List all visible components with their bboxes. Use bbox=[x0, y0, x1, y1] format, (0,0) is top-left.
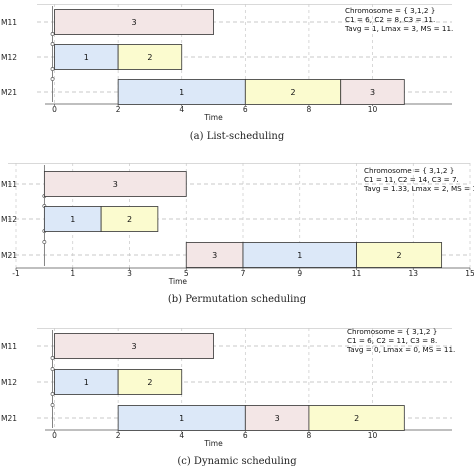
marker-dot bbox=[50, 403, 55, 407]
x-tick-label: 7 bbox=[241, 269, 246, 278]
marker-dot bbox=[50, 42, 55, 46]
operation-bar-m21-job-1 bbox=[117, 405, 246, 431]
operation-label: 1 bbox=[297, 251, 302, 260]
x-tick-label: 4 bbox=[179, 105, 184, 114]
x-axis-label: Time bbox=[203, 439, 223, 448]
schedule-info-line: Chromosome = { 3,1,2 } bbox=[345, 6, 435, 15]
marker-dot bbox=[50, 367, 55, 371]
operation-label: 1 bbox=[179, 88, 184, 97]
panel-caption: (b) Permutation scheduling bbox=[168, 294, 307, 305]
operation-bar-m12-job-1 bbox=[43, 206, 102, 232]
operation-label: 3 bbox=[131, 342, 136, 351]
x-axis-label: Time bbox=[203, 113, 223, 122]
schedule-info-line: Tavg = 0, Lmax = 0, MS = 11. bbox=[346, 345, 455, 354]
operation-bar-m11-job-3 bbox=[43, 171, 187, 197]
row-label-m11: M11 bbox=[1, 342, 17, 351]
row-label-m21: M21 bbox=[1, 88, 17, 97]
row-label-m21: M21 bbox=[1, 414, 17, 423]
operation-label: 3 bbox=[131, 18, 136, 27]
operation-label: 1 bbox=[84, 53, 89, 62]
operation-bar-m11-job-3 bbox=[54, 9, 214, 35]
operation-label: 1 bbox=[84, 378, 89, 387]
x-tick-label: 8 bbox=[307, 431, 312, 440]
marker-dot bbox=[50, 67, 55, 71]
x-tick-label: -1 bbox=[12, 269, 20, 278]
x-tick-label: 10 bbox=[368, 431, 378, 440]
operation-bar-m12-job-2 bbox=[117, 44, 183, 70]
x-axis-label: Time bbox=[168, 277, 188, 286]
marker-dot bbox=[50, 77, 55, 81]
operation-label: 3 bbox=[212, 251, 217, 260]
operation-label: 2 bbox=[147, 53, 152, 62]
operation-bar-m21-job-3 bbox=[340, 79, 405, 105]
operation-label: 2 bbox=[147, 378, 152, 387]
operation-label: 3 bbox=[370, 88, 375, 97]
operation-label: 2 bbox=[354, 414, 359, 423]
operation-bar-m21-job-1 bbox=[117, 79, 246, 105]
marker-dot bbox=[50, 356, 55, 360]
row-label-m21: M21 bbox=[1, 251, 17, 260]
marker-dot bbox=[42, 240, 47, 244]
operation-bar-m21-job-2 bbox=[244, 79, 342, 105]
panel-3: 3 1 2 1 3 2 M11 M12 M21 0 2 4 6 8 10 Time Chromosome = {… bbox=[1, 327, 455, 467]
x-tick-label: 0 bbox=[52, 431, 57, 440]
panel-caption: (a) List-scheduling bbox=[190, 131, 285, 142]
schedule-info-line: C1 = 6, C2 = 8, C3 = 11. bbox=[345, 15, 435, 24]
marker-dot bbox=[50, 392, 55, 396]
x-tick-label: 6 bbox=[243, 105, 248, 114]
row-label-m11: M11 bbox=[1, 18, 17, 27]
operation-bar-m11-job-3 bbox=[54, 333, 214, 359]
x-tick-label: 1 bbox=[70, 269, 75, 278]
operation-label: 1 bbox=[70, 215, 75, 224]
x-tick-label: 0 bbox=[52, 105, 57, 114]
operation-bar-m12-job-2 bbox=[100, 206, 159, 232]
operation-label: 3 bbox=[113, 180, 118, 189]
schedule-info-line: Chromosome = { 3,1,2 } bbox=[347, 327, 437, 336]
row-label-m12: M12 bbox=[1, 53, 17, 62]
operation-bar-m21-job-2 bbox=[356, 242, 443, 268]
x-tick-label: 13 bbox=[408, 269, 418, 278]
x-tick-label: 2 bbox=[116, 431, 121, 440]
x-tick-label: 8 bbox=[307, 105, 312, 114]
operation-bar-m12-job-1 bbox=[54, 369, 119, 395]
panel-1: 3 1 2 1 2 3 M11 M12 M21 0 2 4 6 8 10 Time Chromosome = {… bbox=[1, 4, 453, 142]
schedule-info-line: Tavg = 1, Lmax = 3, MS = 11. bbox=[344, 24, 453, 33]
schedule-info-line: Tavg = 1.33, Lmax = 2, MS = 14. bbox=[363, 184, 474, 193]
x-tick-label: 10 bbox=[368, 105, 378, 114]
row-label-m12: M12 bbox=[1, 378, 17, 387]
x-tick-label: 6 bbox=[243, 431, 248, 440]
operation-label: 2 bbox=[397, 251, 402, 260]
x-tick-label: 11 bbox=[352, 269, 362, 278]
x-tick-label: 9 bbox=[297, 269, 302, 278]
schedule-info-line: C1 = 11, C2 = 14, C3 = 7. bbox=[364, 175, 459, 184]
operation-label: 3 bbox=[275, 414, 280, 423]
row-label-m12: M12 bbox=[1, 215, 17, 224]
x-tick-label: 2 bbox=[116, 105, 121, 114]
x-tick-label: 5 bbox=[184, 269, 189, 278]
panel-caption: (c) Dynamic scheduling bbox=[177, 456, 297, 467]
operation-bar-m21-job-3 bbox=[185, 242, 244, 268]
operation-bar-m21-job-2 bbox=[308, 405, 405, 431]
operation-bar-m12-job-2 bbox=[117, 369, 183, 395]
operation-bar-m21-job-1 bbox=[242, 242, 357, 268]
marker-dot bbox=[50, 32, 55, 36]
operation-bar-m21-job-3 bbox=[244, 405, 310, 431]
operation-label: 2 bbox=[290, 88, 295, 97]
x-tick-label: 15 bbox=[465, 269, 474, 278]
x-tick-label: 3 bbox=[127, 269, 132, 278]
operation-label: 1 bbox=[179, 414, 184, 423]
schedule-info-line: Chromosome = { 3,1,2 } bbox=[364, 166, 454, 175]
x-tick-label: 4 bbox=[179, 431, 184, 440]
schedule-info-line: C1 = 6, C2 = 11, C3 = 8. bbox=[347, 336, 437, 345]
operation-label: 2 bbox=[127, 215, 132, 224]
row-label-m11: M11 bbox=[1, 180, 17, 189]
